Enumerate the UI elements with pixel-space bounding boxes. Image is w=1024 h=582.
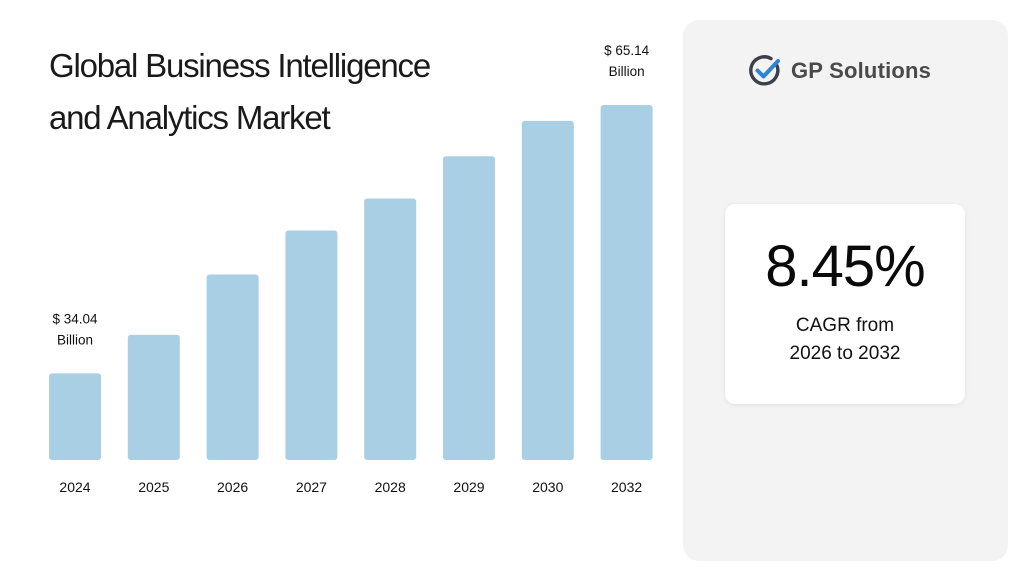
side-panel: GP Solutions 8.45% CAGR from 2026 to 203… [683,20,1008,561]
bar-2028 [364,198,417,461]
x-tick-label-2025: 2025 [138,479,169,495]
checkmark-circle-icon [749,55,780,86]
x-tick-label-2028: 2028 [375,479,406,495]
x-tick-label-2027: 2027 [296,479,327,495]
cagr-card: 8.45% CAGR from 2026 to 2032 [725,204,965,404]
bar-2026 [206,274,259,460]
bar-chart: 2024 2025 2026 2027 2028 2029 2030 2032 $ 34.04 B… [49,43,653,495]
data-label-2024-value: $ 34.04 [52,311,98,326]
bar-2030 [521,120,574,460]
bar-2029 [443,156,495,460]
brand-logo: GP Solutions [747,53,931,89]
bar-2027 [285,230,338,460]
cagr-caption-line-1: CAGR from [795,315,895,336]
cagr-value: 8.45% [765,234,925,299]
chart-title-line-1: Global Business Intelligence [49,47,431,84]
data-label-2024-unit: Billion [57,332,93,347]
x-tick-label-2030: 2030 [532,479,563,495]
x-tick-label-2026: 2026 [217,479,248,495]
data-label-2032-value: $ 65.14 [604,43,650,58]
bar-2024 [49,373,101,460]
chart-title-line-2: and Analytics Market [49,99,331,136]
cagr-caption: CAGR from 2026 to 2032 [725,312,965,368]
chart-title: Global Business Intelligence and Analyti… [49,40,519,144]
bar-2025 [127,334,180,460]
cagr-caption-line-2: 2026 to 2032 [789,343,901,364]
data-label-2032-unit: Billion [609,64,645,79]
x-tick-label-2024: 2024 [59,479,90,495]
bar-2032 [600,105,653,460]
x-tick-label-2032: 2032 [611,479,642,495]
x-tick-label-2029: 2029 [453,479,484,495]
brand-name: GP Solutions [791,58,932,83]
